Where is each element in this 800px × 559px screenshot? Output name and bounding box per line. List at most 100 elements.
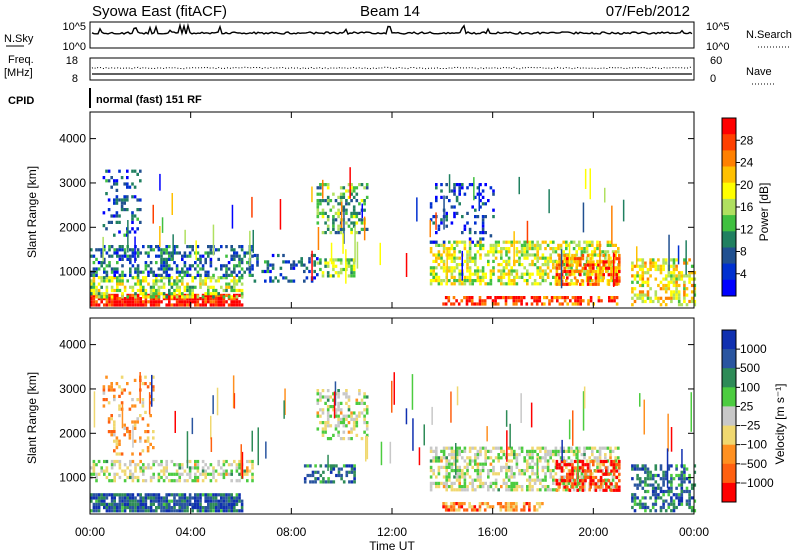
range-cell [126,303,129,307]
range-cell [222,264,226,268]
range-cell [358,218,361,222]
range-cell [481,446,485,450]
range-cell [92,463,96,467]
range-cell [160,285,163,289]
range-cell [592,459,595,464]
range-cell [191,502,194,506]
range-cell [539,266,542,270]
range-cell [572,449,576,453]
range-cell [118,214,121,218]
range-cell [227,297,231,301]
range-streak [159,173,161,191]
range-cell [612,469,616,473]
range-cell [510,472,513,476]
range-cell [494,485,498,489]
range-cell [217,472,220,476]
range-cell [598,449,602,453]
range-cell [693,509,697,513]
colorbar-swatch [722,482,736,503]
range-cell [183,254,187,258]
range-cell [352,271,356,275]
range-cell [126,502,129,506]
range-cell [664,470,668,474]
range-cell [536,247,539,251]
range-cell [186,295,189,299]
range-cell [566,276,569,280]
range-cell [238,303,241,307]
range-cell [685,467,689,471]
range-cell [238,261,241,265]
range-cell [178,463,181,467]
range-cell [631,464,634,468]
range-cell [269,269,272,274]
range-cell [129,273,132,277]
range-cell [303,269,306,274]
range-cell [563,459,566,464]
range-cell [178,496,181,500]
range-cell [489,272,493,276]
range-cell [591,256,594,260]
range-cell [675,267,678,272]
range-cell [455,475,459,479]
range-cell [555,282,559,286]
velocity-colorbar-label: Velocity [m s⁻¹] [773,383,787,464]
range-cell [118,404,121,408]
range-cell [566,257,569,261]
range-cell [214,300,218,304]
colorbar-tick-label: −1000 [740,476,774,490]
range-cell [657,496,660,500]
range-cell [541,456,545,460]
range-cell [188,300,192,304]
range-cell [266,260,270,264]
range-cell [581,282,585,286]
range-cell [157,463,161,467]
range-cell [558,273,561,277]
range-cell [141,404,145,408]
range-cell [680,499,684,503]
range-cell [225,502,228,506]
range-cell [178,466,181,470]
range-cell [644,293,647,297]
range-cell [118,394,121,398]
range-cell [432,240,435,244]
range-cell [597,266,600,270]
range-cell [191,297,194,301]
range-cell [500,272,503,276]
range-cell [350,464,354,468]
range-cell [541,263,545,267]
range-cell [657,483,660,487]
range-cell [100,261,103,265]
range-cell [243,469,246,473]
range-cell [321,430,325,434]
colorbar-tick-label: −25 [740,419,761,433]
range-cell [617,456,620,460]
range-cell [654,496,658,500]
range-cell [110,276,114,280]
range-cell [677,303,681,307]
range-cell [581,469,585,473]
range-cell [118,414,121,418]
range-cell [201,469,205,473]
range-cell [178,493,181,497]
range-cell [470,508,474,512]
range-cell [654,467,658,471]
range-cell [512,508,516,512]
range-cell [152,459,155,464]
range-cell [437,227,441,231]
range-cell [238,493,241,497]
range-cell [113,499,116,503]
y-tick-label: 4000 [59,132,86,146]
range-cell [251,459,254,464]
range-cell [326,395,330,399]
range-cell [355,211,359,215]
range-cell [432,456,435,460]
range-cell [580,472,584,476]
range-cell [497,488,500,492]
range-cell [546,465,550,469]
range-cell [675,264,678,268]
range-cell [350,258,353,262]
range-streak [210,415,212,440]
range-cell [492,469,495,473]
range-cell [685,489,689,494]
range-cell [539,256,542,260]
